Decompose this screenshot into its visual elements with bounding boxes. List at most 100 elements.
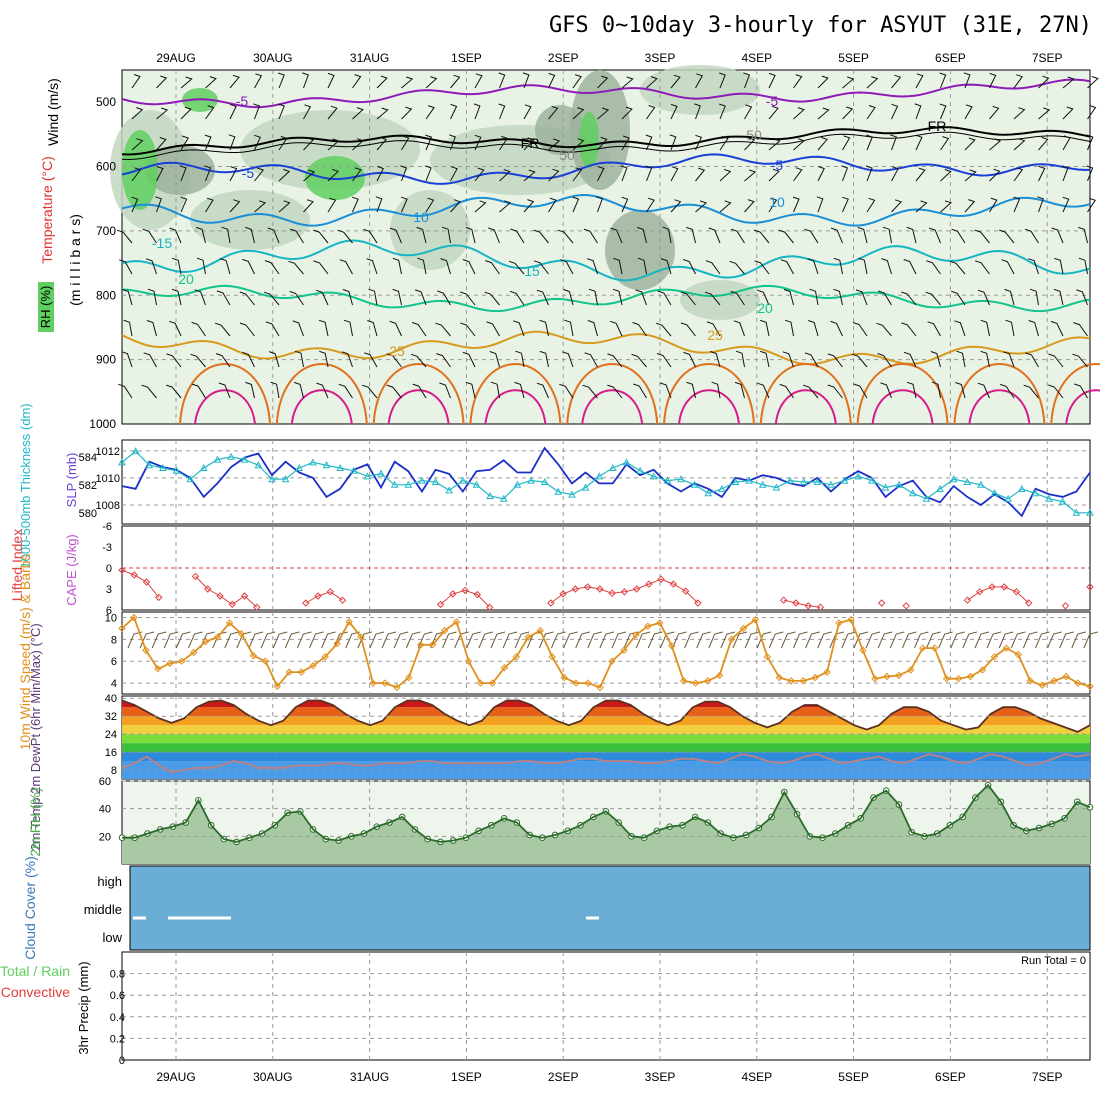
wind-barb-47 xyxy=(303,104,312,120)
temperature-band-7 xyxy=(122,700,1090,708)
wind-barb-51 xyxy=(401,106,413,120)
wind-barb-281 xyxy=(147,288,157,306)
thickness-series-point xyxy=(622,458,631,466)
surface-wind-barb-3 xyxy=(163,631,179,649)
wind-barb-129 xyxy=(352,167,362,182)
surface-wind-barb-23 xyxy=(405,631,421,649)
wind-speed-point xyxy=(536,626,544,635)
wind-barb-415 xyxy=(490,381,500,399)
lifted-index-point xyxy=(596,585,604,593)
wind-barb-326 xyxy=(265,321,280,337)
lifted-index-point xyxy=(118,566,126,574)
surface-wind-barb-8 xyxy=(224,631,239,649)
wind-barb-207 xyxy=(289,228,304,244)
wind-barb-190 xyxy=(866,197,876,213)
wind-barb-234 xyxy=(951,228,966,244)
wind-barb-203 xyxy=(195,226,206,244)
wind-panel xyxy=(121,611,1091,695)
wind-barb-238 xyxy=(1051,227,1064,244)
wind-barb-264 xyxy=(705,260,721,275)
wind-barb-31 xyxy=(891,74,902,89)
wind-barb-392 xyxy=(903,351,917,368)
wind-barb-1 xyxy=(156,75,168,89)
wind-barb-135 xyxy=(499,169,511,182)
temperature-axis-label: Temperature (°C) xyxy=(39,156,55,264)
thickness-tick-label: 584 xyxy=(79,452,97,464)
surface-temp-loop-2 xyxy=(372,363,465,425)
wind-barb-205 xyxy=(245,226,255,244)
wind-barb-28 xyxy=(817,75,829,89)
thickness-series-point xyxy=(581,483,590,491)
wind-barb-310 xyxy=(855,289,868,306)
wind-barb-169 xyxy=(351,196,359,213)
wind-barb-395 xyxy=(980,350,990,368)
wind-barb-5 xyxy=(254,73,263,89)
wind-barb-90 xyxy=(376,137,388,151)
wind-barb-16 xyxy=(522,72,530,89)
wind-barb-153 xyxy=(940,169,952,182)
cloud-level-label: high xyxy=(97,874,122,889)
wind-barb-329 xyxy=(343,319,353,337)
wind-barb-86 xyxy=(278,135,288,151)
date-label-bottom: 31AUG xyxy=(350,1070,389,1084)
wind-barb-411 xyxy=(386,384,402,399)
wind-barb-57 xyxy=(548,105,559,120)
wind-barb-12 xyxy=(425,76,438,89)
surface-wind-barb-39 xyxy=(599,631,615,649)
wind-barb-168 xyxy=(327,197,337,213)
date-label-top: 29AUG xyxy=(156,51,195,65)
surface-wind-barb-12 xyxy=(272,631,288,649)
wind-barb-288 xyxy=(316,289,329,306)
wind-barb-122 xyxy=(179,165,187,182)
wind-barb-223 xyxy=(686,226,696,244)
slp-axis-label: SLP (mb) xyxy=(64,453,79,508)
surface-wind-barb-75 xyxy=(1035,631,1050,649)
surface-wind-barb-54 xyxy=(780,631,796,649)
wind-barb-95 xyxy=(499,135,509,151)
wind-barb-417 xyxy=(536,382,549,399)
contour-label: 50 xyxy=(559,147,575,163)
temp-contour-4 xyxy=(121,239,1091,282)
thickness-axis-label: 1000-500mb Thickness (dm) xyxy=(18,403,33,568)
surface-wind-barb-68 xyxy=(950,631,965,649)
wind-speed-point xyxy=(285,668,294,676)
wind-speed-point xyxy=(1026,677,1034,685)
wind-barb-248 xyxy=(313,260,329,275)
surface-wind-barb-71 xyxy=(986,631,1002,649)
wind-barb-37 xyxy=(1038,75,1050,89)
wind-barb-63 xyxy=(694,103,701,120)
wind-barb-357 xyxy=(1028,320,1039,337)
rh-tick-label: 20 xyxy=(99,831,111,843)
wind-barb-333 xyxy=(435,322,451,337)
wind-barb-399 xyxy=(1072,353,1088,368)
wind-barb-170 xyxy=(375,196,383,213)
wind-barb-184 xyxy=(719,200,732,213)
wind-barb-228 xyxy=(804,228,819,244)
precip-tick-label: 0.6 xyxy=(110,990,125,1002)
wind-barb-279 xyxy=(1078,257,1088,275)
wind-barb-171 xyxy=(400,196,408,213)
wind-barb-418 xyxy=(559,383,574,399)
temperature-band-5 xyxy=(122,716,1090,726)
chart-marks xyxy=(110,65,1100,1060)
wind-barb-394 xyxy=(956,350,966,368)
wind-barb-11 xyxy=(401,76,414,89)
surface-wind-barb-31 xyxy=(502,631,518,649)
wind-barb-118 xyxy=(1062,135,1071,151)
wind-barb-14 xyxy=(474,73,483,89)
wind-speed-point xyxy=(464,657,473,665)
wind-barb-225 xyxy=(730,228,745,244)
surface-wind-barb-2 xyxy=(151,631,167,649)
surface-wind-barb-74 xyxy=(1022,631,1038,649)
contour-label: 10 xyxy=(769,194,785,210)
wind-barb-373 xyxy=(436,353,451,368)
lifted-index-point xyxy=(485,603,494,611)
surface-hot-loop-2 xyxy=(387,389,450,425)
precip-total-rain-label: Total / Rain xyxy=(0,963,70,979)
surface-wind-barb-21 xyxy=(381,631,397,649)
surface-wind-barb-64 xyxy=(901,631,917,649)
wind-barb-162 xyxy=(180,196,188,213)
lifted-index-tick-label: -6 xyxy=(102,521,112,533)
wind-barb-408 xyxy=(316,382,329,399)
wind-tick-label: 8 xyxy=(111,634,117,646)
